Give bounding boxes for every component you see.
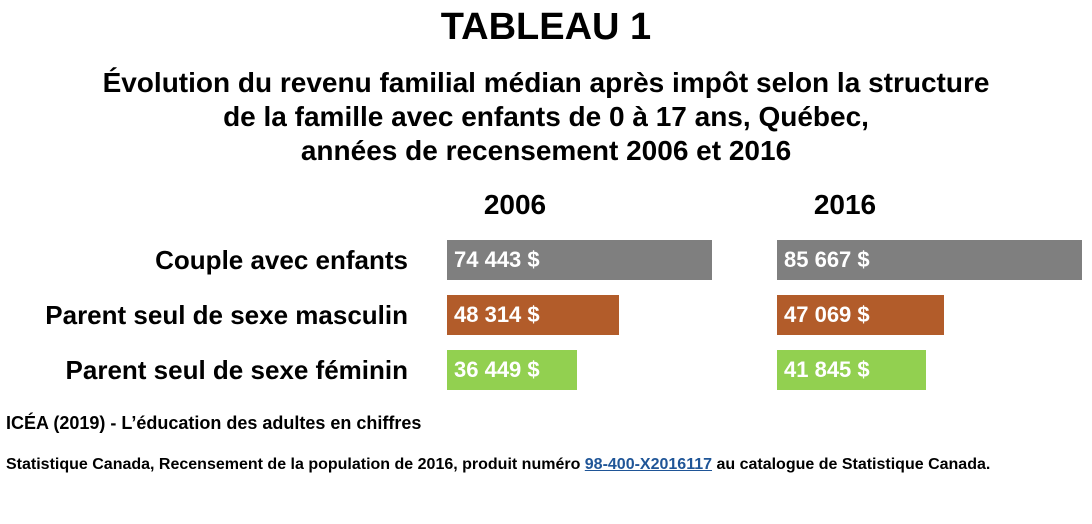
subtitle-line-2: de la famille avec enfants de 0 à 17 ans… bbox=[223, 101, 869, 132]
bar-chart: 2006 2016 Couple avec enfants 74 443 $ 85 66… bbox=[0, 180, 1092, 400]
bar-2006-3 bbox=[447, 350, 577, 390]
chart-subtitle: Évolution du revenu familial médian aprè… bbox=[0, 66, 1092, 168]
data-label-2006-2: 48 314 $ bbox=[454, 302, 540, 327]
data-label-2016-1: 85 667 $ bbox=[784, 247, 870, 272]
data-label-2006-1: 74 443 $ bbox=[454, 247, 540, 272]
bar-2016-2 bbox=[777, 295, 944, 335]
credit-line: ICÉA (2019) - L’éducation des adultes en… bbox=[6, 413, 422, 433]
category-label-2: Parent seul de sexe masculin bbox=[45, 300, 408, 330]
bar-2016-1 bbox=[777, 240, 1082, 280]
catalogue-link[interactable]: 98-400-X2016117 bbox=[584, 456, 713, 473]
data-label-2006-3: 36 449 $ bbox=[454, 357, 540, 382]
category-label-3: Parent seul de sexe féminin bbox=[65, 355, 408, 385]
source-text-after: au catalogue de Statistique Canada. bbox=[712, 456, 991, 473]
source-text-before: Statistique Canada, Recensement de la po… bbox=[6, 456, 585, 473]
bar-2006-1 bbox=[447, 240, 712, 280]
subtitle-line-3: années de recensement 2006 et 2016 bbox=[300, 135, 792, 166]
page-title: TABLEAU 1 bbox=[440, 6, 652, 48]
bar-2016-3 bbox=[777, 350, 926, 390]
bar-2006-2 bbox=[447, 295, 619, 335]
subtitle-line-1: Évolution du revenu familial médian aprè… bbox=[102, 67, 990, 98]
year-header-2016: 2016 bbox=[813, 189, 877, 220]
category-label-1: Couple avec enfants bbox=[155, 245, 408, 275]
data-label-2016-2: 47 069 $ bbox=[784, 302, 870, 327]
source-note: Statistique Canada, Recensement de la po… bbox=[6, 456, 1086, 474]
year-header-2006: 2006 bbox=[483, 189, 547, 220]
data-label-2016-3: 41 845 $ bbox=[784, 357, 870, 382]
